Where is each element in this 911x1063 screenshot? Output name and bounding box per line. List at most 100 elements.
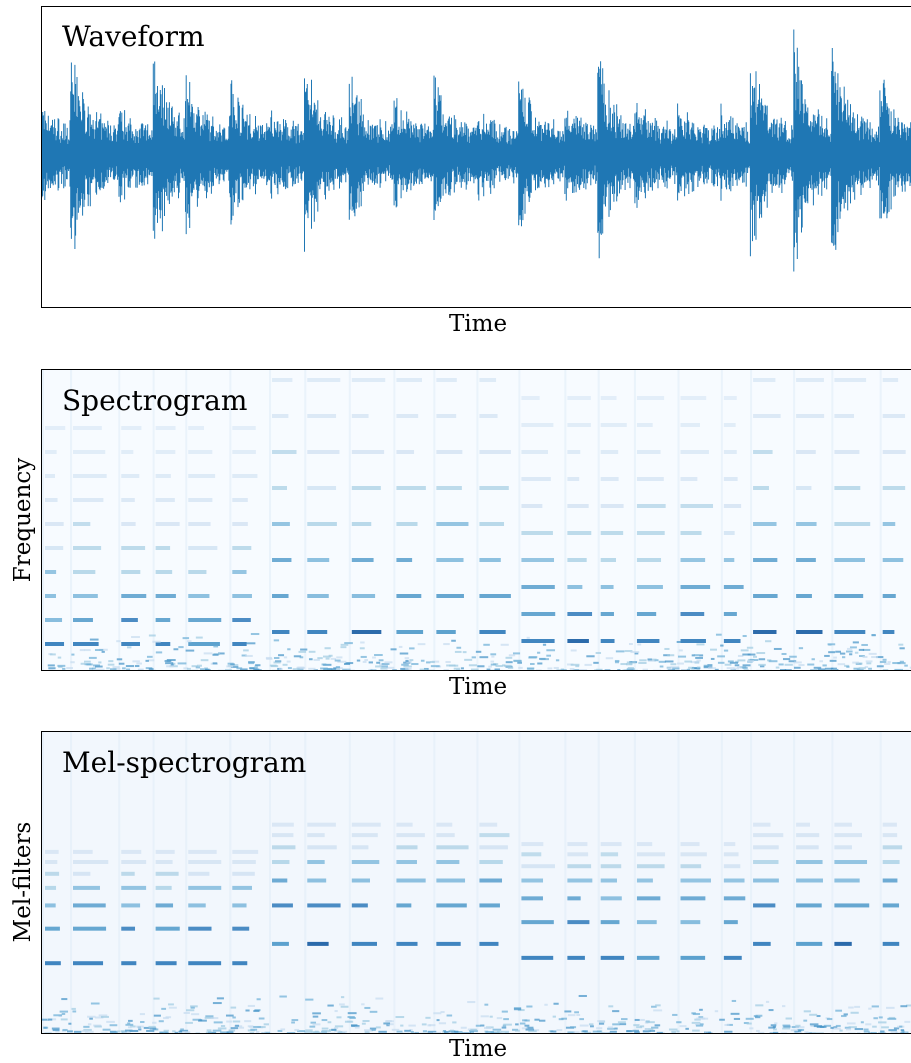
harmonic [600, 864, 622, 869]
noise [96, 668, 105, 670]
harmonic [121, 450, 134, 454]
harmonic [45, 903, 56, 908]
noise [485, 1031, 494, 1033]
noise [784, 669, 792, 670]
harmonic [882, 450, 906, 454]
noise [464, 658, 473, 661]
noise [627, 667, 634, 670]
harmonic [600, 585, 614, 589]
noise [89, 1017, 93, 1020]
noise [456, 669, 461, 670]
harmonic [834, 522, 871, 526]
harmonic [680, 639, 706, 643]
noise [196, 664, 202, 667]
noise [287, 667, 292, 670]
noise [839, 652, 846, 655]
noise [517, 661, 522, 664]
noise [211, 1031, 217, 1033]
noise [331, 1028, 337, 1031]
noise [804, 1031, 809, 1033]
noise [218, 652, 225, 655]
noise [443, 643, 450, 646]
harmonic [232, 849, 259, 854]
noise [321, 1030, 331, 1033]
noise [158, 1020, 164, 1023]
noise [552, 1032, 562, 1033]
noise [651, 658, 657, 661]
noise [534, 1018, 540, 1021]
harmonic [188, 618, 222, 622]
noise [384, 661, 393, 664]
noise [340, 643, 349, 646]
noise [872, 1025, 877, 1028]
noise [677, 662, 684, 665]
noise [704, 1031, 709, 1033]
noise [108, 660, 114, 663]
noise [775, 666, 780, 669]
noise [703, 666, 713, 669]
noise [644, 1028, 649, 1031]
noise [691, 667, 701, 670]
noise [846, 1028, 852, 1031]
noise [833, 1026, 838, 1029]
onset [229, 369, 232, 670]
noise [440, 1011, 445, 1014]
noise [619, 1023, 627, 1026]
noise [811, 658, 815, 661]
noise [495, 665, 503, 668]
harmonic [121, 570, 141, 574]
noise [361, 1022, 366, 1025]
onset [750, 369, 753, 670]
noise [868, 652, 877, 655]
harmonic [567, 896, 581, 901]
harmonic [188, 926, 212, 931]
noise [445, 660, 451, 663]
noise [191, 669, 199, 670]
noise [422, 1030, 427, 1033]
noise [344, 1020, 354, 1023]
noise [695, 1024, 704, 1027]
noise [138, 668, 144, 670]
harmonic [396, 833, 425, 838]
noise [195, 666, 201, 669]
noise [213, 1021, 223, 1024]
harmonic [272, 558, 292, 562]
harmonic [479, 941, 499, 946]
harmonic [723, 558, 735, 562]
noise [888, 1029, 897, 1032]
noise [533, 1029, 540, 1032]
noise [446, 1014, 453, 1017]
harmonic [307, 450, 340, 454]
noise [714, 1010, 719, 1013]
harmonic [479, 558, 501, 562]
noise [122, 667, 126, 670]
harmonic [45, 570, 57, 574]
noise [94, 1025, 102, 1028]
noise [405, 659, 409, 662]
noise [83, 1028, 92, 1031]
noise [691, 654, 695, 657]
noise [686, 668, 691, 670]
harmonic [567, 531, 592, 535]
noise [782, 658, 791, 661]
noise [146, 1029, 155, 1032]
noise [433, 1031, 442, 1033]
noise [43, 1026, 49, 1029]
harmonic [396, 594, 422, 598]
noise [409, 647, 415, 650]
harmonic [396, 558, 413, 562]
noise [320, 1032, 329, 1033]
harmonic [45, 450, 57, 454]
onset [152, 731, 155, 1033]
noise [396, 1030, 403, 1033]
noise [572, 669, 580, 670]
noise [490, 663, 497, 666]
noise [868, 1032, 872, 1033]
noise [131, 636, 140, 639]
noise [42, 1018, 49, 1021]
noise [376, 661, 381, 664]
noise [310, 1021, 317, 1024]
harmonic [121, 903, 141, 908]
noise [604, 669, 611, 670]
noise [865, 1023, 872, 1026]
